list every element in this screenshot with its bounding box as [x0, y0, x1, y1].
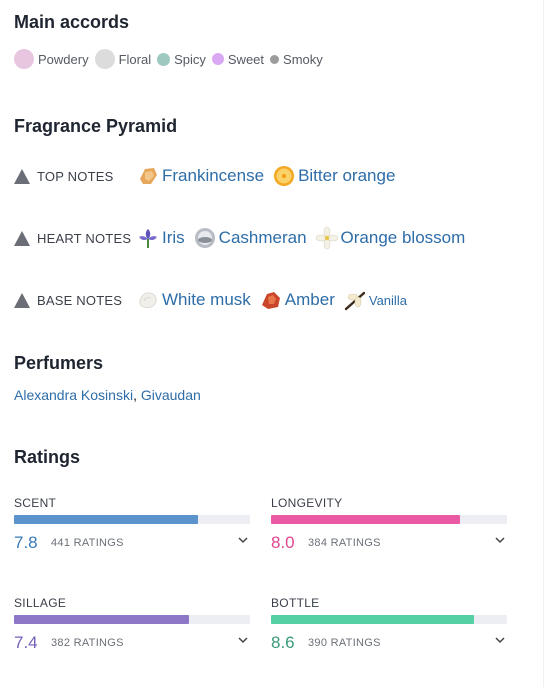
- note-orange-blossom[interactable]: Orange blossom: [315, 226, 465, 250]
- perfumers-title: Perfumers: [14, 353, 104, 373]
- top-notes-row: TOP NOTES Frankincense Bitter orange: [14, 161, 403, 191]
- note-cashmeran[interactable]: Cashmeran: [193, 226, 307, 250]
- pyramid-title: Fragrance Pyramid: [14, 116, 178, 136]
- rating-scent: SCENT 7.8 441 RATINGS: [14, 496, 250, 552]
- accord-dot: [14, 49, 34, 69]
- base-notes-label: BASE NOTES: [14, 292, 136, 308]
- chevron-down-icon[interactable]: [236, 533, 250, 547]
- rating-value: 7.4: [14, 633, 38, 652]
- ratings-title: Ratings: [14, 447, 81, 467]
- accords-list: Powdery Floral Spicy Sweet Smoky: [14, 49, 329, 69]
- perfumer-separator: ,: [133, 387, 141, 403]
- heart-notes-row: HEART NOTES Iris Cashmeran Orange blosso…: [14, 223, 473, 253]
- accord-label: Floral: [118, 51, 152, 67]
- top-notes-label: TOP NOTES: [14, 168, 136, 184]
- rating-count: 441 RATINGS: [51, 537, 124, 549]
- accord-dot: [157, 52, 171, 66]
- accord-label: Sweet: [227, 51, 265, 67]
- rating-value: 8.0: [271, 533, 295, 552]
- perfumers-list: Alexandra Kosinski, Givaudan: [14, 387, 201, 403]
- note-bitter-orange[interactable]: Bitter orange: [272, 164, 395, 188]
- rating-bar: [14, 615, 250, 624]
- note-frankincense[interactable]: Frankincense: [136, 164, 264, 188]
- accord-label: Smoky: [283, 51, 323, 67]
- rating-bar-fill: [14, 615, 189, 624]
- rating-label: LONGEVITY: [271, 496, 343, 510]
- iris-icon: [139, 229, 157, 248]
- accord-label: Powdery: [38, 51, 89, 67]
- accord-dot: [94, 49, 115, 69]
- pyramid-icon: [14, 230, 30, 246]
- chevron-down-icon[interactable]: [493, 633, 507, 647]
- perfumer-link[interactable]: Givaudan: [140, 387, 201, 403]
- rating-bar-fill: [271, 515, 460, 524]
- rating-bar: [271, 615, 507, 624]
- rating-count: 384 RATINGS: [308, 537, 381, 549]
- accord-sweet: Sweet: [211, 51, 265, 67]
- pyramid-icon: [14, 292, 30, 308]
- accord-smoky: Smoky: [270, 52, 323, 67]
- heart-notes-label-text: HEART NOTES: [37, 230, 132, 246]
- rating-bar-fill: [14, 515, 199, 524]
- frankincense-icon: [140, 168, 157, 184]
- orange-blossom-icon: [315, 226, 338, 250]
- rating-value: 8.6: [271, 633, 295, 652]
- accord-spicy: Spicy: [157, 52, 206, 67]
- vanilla-icon: [344, 291, 366, 311]
- note-amber[interactable]: Amber: [259, 288, 335, 312]
- rating-bottle: BOTTLE 8.6 390 RATINGS: [271, 596, 507, 652]
- chevron-down-icon[interactable]: [493, 533, 507, 547]
- accord-floral: Floral: [94, 49, 152, 69]
- rating-label: SCENT: [14, 496, 57, 510]
- rating-bar: [14, 515, 250, 524]
- main-accords-title: Main accords: [14, 12, 130, 32]
- cashmeran-icon: [194, 228, 215, 248]
- accord-label: Spicy: [174, 51, 206, 67]
- top-notes-label-text: TOP NOTES: [37, 168, 114, 184]
- note-iris[interactable]: Iris: [136, 226, 185, 250]
- white-musk-icon: [139, 292, 157, 308]
- rating-count: 382 RATINGS: [51, 637, 124, 649]
- chevron-down-icon[interactable]: [236, 633, 250, 647]
- perfumer-link[interactable]: Alexandra Kosinski: [14, 387, 134, 403]
- rating-bar-fill: [271, 615, 474, 624]
- rating-sillage: SILLAGE 7.4 382 RATINGS: [14, 596, 250, 652]
- rating-label: BOTTLE: [271, 596, 320, 610]
- bitter-orange-icon: [274, 166, 295, 186]
- rating-count: 390 RATINGS: [308, 637, 381, 649]
- note-vanilla[interactable]: Vanilla: [343, 288, 407, 312]
- base-notes-row: BASE NOTES White musk Amber Vanilla: [14, 285, 415, 315]
- accord-dot: [211, 53, 224, 65]
- amber-icon: [261, 292, 280, 309]
- accord-powdery: Powdery: [14, 49, 89, 69]
- rating-label: SILLAGE: [14, 596, 67, 610]
- base-notes-label-text: BASE NOTES: [37, 292, 123, 308]
- heart-notes-label: HEART NOTES: [14, 230, 136, 246]
- note-white-musk[interactable]: White musk: [136, 288, 251, 312]
- panel-divider: [543, 0, 544, 687]
- rating-longevity: LONGEVITY 8.0 384 RATINGS: [271, 496, 507, 552]
- pyramid-icon: [14, 168, 30, 184]
- accord-dot: [270, 54, 280, 64]
- rating-bar: [271, 515, 507, 524]
- rating-value: 7.8: [14, 533, 38, 552]
